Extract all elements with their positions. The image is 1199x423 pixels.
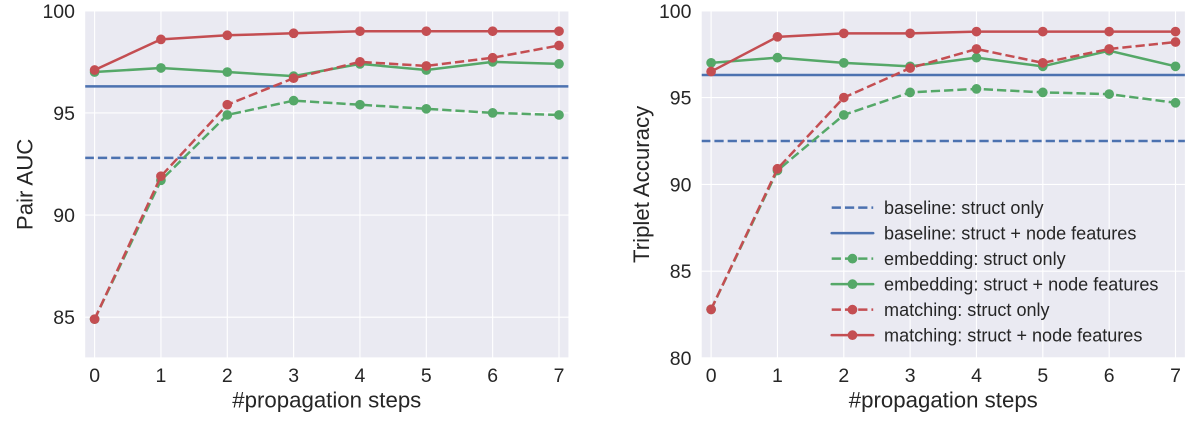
svg-text:1: 1 <box>772 365 783 387</box>
svg-text:Triplet Accuracy: Triplet Accuracy <box>629 105 654 263</box>
svg-text:90: 90 <box>670 174 692 196</box>
svg-text:embedding: struct only: embedding: struct only <box>884 249 1066 269</box>
svg-text:100: 100 <box>42 1 75 23</box>
svg-text:95: 95 <box>53 103 75 125</box>
svg-text:80: 80 <box>670 348 692 370</box>
svg-text:7: 7 <box>554 365 565 387</box>
svg-text:90: 90 <box>53 205 75 227</box>
svg-text:3: 3 <box>905 365 916 387</box>
svg-text:6: 6 <box>1104 365 1115 387</box>
svg-text:embedding: struct + node featu: embedding: struct + node features <box>884 274 1158 294</box>
svg-text:5: 5 <box>421 365 432 387</box>
svg-text:baseline: struct + node featur: baseline: struct + node features <box>884 223 1136 243</box>
svg-text:#propagation steps: #propagation steps <box>232 387 421 412</box>
svg-text:#propagation steps: #propagation steps <box>849 387 1038 412</box>
svg-text:95: 95 <box>670 88 692 110</box>
svg-text:85: 85 <box>670 261 692 283</box>
svg-text:4: 4 <box>971 365 982 387</box>
svg-text:7: 7 <box>1170 365 1181 387</box>
svg-text:Pair AUC: Pair AUC <box>12 139 37 230</box>
svg-text:baseline: struct only: baseline: struct only <box>884 198 1044 218</box>
svg-text:2: 2 <box>222 365 233 387</box>
svg-text:0: 0 <box>706 365 717 387</box>
svg-text:matching: struct + node featur: matching: struct + node features <box>884 325 1142 345</box>
svg-text:2: 2 <box>838 365 849 387</box>
svg-text:3: 3 <box>288 365 299 387</box>
svg-text:85: 85 <box>53 307 75 329</box>
svg-text:1: 1 <box>156 365 167 387</box>
svg-text:4: 4 <box>355 365 366 387</box>
svg-text:0: 0 <box>89 365 100 387</box>
svg-text:matching: struct only: matching: struct only <box>884 300 1050 320</box>
svg-text:5: 5 <box>1037 365 1048 387</box>
svg-text:6: 6 <box>487 365 498 387</box>
svg-text:100: 100 <box>659 1 692 23</box>
